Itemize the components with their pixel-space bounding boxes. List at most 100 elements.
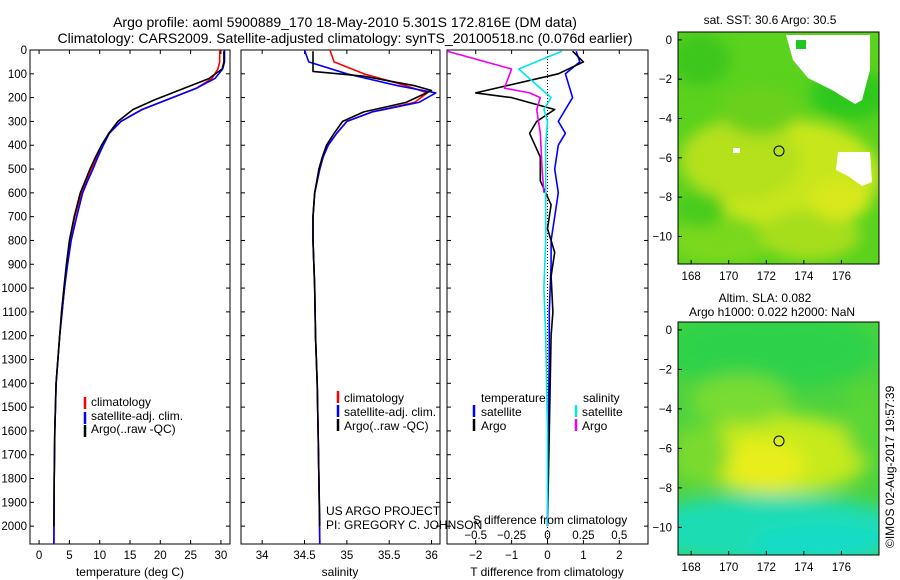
legend-temperature-title: temperature: [481, 391, 546, 405]
lat-tick-label: −4: [659, 404, 673, 416]
depth-tick-label: 1200: [1, 331, 27, 343]
lon-tick-label: 172: [757, 271, 776, 283]
temperature-x-label: temperature (deg C): [76, 565, 184, 579]
x-tick-label: 30: [215, 550, 228, 562]
series-line-temperature-argo: [474, 50, 585, 527]
x-tick-label: −1: [505, 550, 518, 562]
depth-tick-label: 0: [21, 45, 27, 57]
lon-tick-label: 176: [832, 271, 851, 283]
x-tick-label: 36: [425, 550, 438, 562]
x-tick-label: 10: [93, 550, 106, 562]
salinity-x-axis: 34 34.5 35 35.5 36: [256, 50, 438, 562]
temperature-x-axis: 0 5 10 15 20 25 30: [36, 50, 227, 562]
legend-sal-satellite-label: satellite: [582, 405, 623, 419]
legend-argo-label: Argo(..raw -QC): [91, 422, 176, 436]
sla-map-subtitle: Argo h1000: 0.022 h2000: NaN: [689, 305, 855, 319]
x-tick-label: −2: [469, 550, 482, 562]
legend-temp-satellite-label: satellite: [481, 405, 522, 419]
depth-tick-label: 100: [8, 69, 27, 81]
s-tick-label: 0.25: [572, 530, 594, 542]
series-line-temperature-satellite: [546, 50, 581, 527]
series-line-argo-raw-qc-: [53, 51, 225, 527]
lon-tick-label: 168: [682, 271, 701, 283]
depth-tick-label: 1600: [1, 426, 27, 438]
project-pi: PI: GREGORY C. JOHNSON: [326, 518, 482, 532]
lat-tick-label: 0: [666, 325, 672, 337]
depth-tick-label: 2000: [1, 521, 27, 533]
x-tick-label: 0: [544, 550, 550, 562]
series-line-argo-raw-qc-: [312, 51, 433, 527]
lat-tick-label: −4: [659, 114, 673, 126]
difference-depth-ticks: [447, 49, 648, 527]
lon-tick-label: 170: [719, 562, 738, 574]
lat-tick-label: −8: [659, 192, 672, 204]
legend-climatology-label: climatology: [344, 391, 404, 405]
project-name: US ARGO PROJECT: [326, 504, 441, 518]
lat-tick-label: −2: [659, 74, 672, 86]
x-tick-label: 1: [580, 550, 586, 562]
lat-tick-label: −8: [659, 483, 672, 495]
sst-field: [678, 32, 879, 264]
depth-tick-label: 1800: [1, 474, 27, 486]
lat-tick-label: −6: [659, 443, 672, 455]
lon-tick-label: 170: [719, 271, 738, 283]
imos-credit: ©IMOS 02-Aug-2017 19:57:39: [883, 385, 897, 548]
difference-legend: temperature salinity satellite Argo sate…: [472, 391, 623, 433]
depth-tick-label: 400: [8, 140, 27, 152]
lon-tick-label: 172: [757, 562, 776, 574]
depth-tick-label: 700: [8, 212, 27, 224]
x-tick-label: 35.5: [378, 550, 400, 562]
x-tick-label: 34: [256, 550, 269, 562]
depth-tick-label: 1300: [1, 354, 27, 366]
s-difference-label: S difference from climatology: [473, 513, 628, 527]
legend-satellite-label: satellite-adj. clim.: [344, 405, 436, 419]
x-tick-label: 5: [66, 550, 72, 562]
depth-tick-label: 500: [8, 164, 27, 176]
s-tick-label: −0.5: [464, 530, 487, 542]
argo-location-marker: [773, 145, 785, 157]
salinity-axes-frame: [240, 49, 441, 545]
series-line-satellite-adj-clim-: [303, 50, 437, 544]
depth-tick-label: 800: [8, 235, 27, 247]
depth-tick-label: 1400: [1, 378, 27, 390]
depth-tick-label: 1000: [1, 283, 27, 295]
legend-satellite-label: satellite-adj. clim.: [91, 409, 183, 423]
lat-tick-label: −10: [652, 522, 672, 534]
x-tick-label: 35: [340, 550, 353, 562]
depth-tick-label: 200: [8, 93, 27, 105]
lat-tick-label: −2: [659, 364, 672, 376]
salinity-legend: climatology satellite-adj. clim. Argo(..…: [336, 391, 436, 433]
lat-tick-label: −6: [659, 153, 672, 165]
series-line-climatology: [312, 50, 429, 544]
x-tick-label: 34.5: [293, 550, 315, 562]
legend-salinity-title: salinity: [583, 391, 620, 405]
temperature-axes-frame: [29, 49, 231, 545]
sst-map-axes: 168 170 172 174 176 0 −2 −4 −6 −8 −10: [652, 35, 851, 283]
series-line-salinity-argo: [447, 50, 545, 193]
x-tick-label: 0: [36, 550, 42, 562]
sla-field: [678, 322, 879, 555]
x-tick-label: 15: [124, 550, 137, 562]
salinity-x-label: salinity: [322, 565, 359, 579]
figure-title-line1: Argo profile: aoml 5900889_170 18-May-20…: [113, 14, 577, 30]
argo-location-marker-2: [773, 435, 785, 447]
legend-argo-label: Argo(..raw -QC): [344, 419, 429, 433]
s-tick-label: −0.25: [497, 530, 526, 542]
sst-map-title: sat. SST: 30.6 Argo: 30.5: [704, 13, 837, 27]
lon-tick-label: 174: [794, 271, 814, 283]
lat-tick-label: −10: [652, 231, 672, 243]
sst-map: sat. SST: 30.6 Argo: 30.5 168 170 172 174 17…: [652, 13, 880, 283]
sla-map-title: Altim. SLA: 0.082: [719, 291, 812, 305]
depth-tick-label: 1700: [1, 450, 27, 462]
x-tick-label: 20: [154, 550, 167, 562]
depth-tick-label: 300: [8, 116, 27, 128]
depth-tick-label: 1500: [1, 402, 27, 414]
series-line-satellite-adj-clim-: [53, 50, 226, 544]
s-tick-label: 0.5: [611, 530, 627, 542]
depth-axis: 0 100 200 300 400 500 600 700 800 900 1000 1100 1200…: [1, 45, 230, 533]
lon-tick-label: 168: [682, 562, 701, 574]
series-line-climatology: [53, 50, 221, 544]
sla-map: Altim. SLA: 0.082 Argo h1000: 0.022 h200…: [652, 291, 880, 574]
